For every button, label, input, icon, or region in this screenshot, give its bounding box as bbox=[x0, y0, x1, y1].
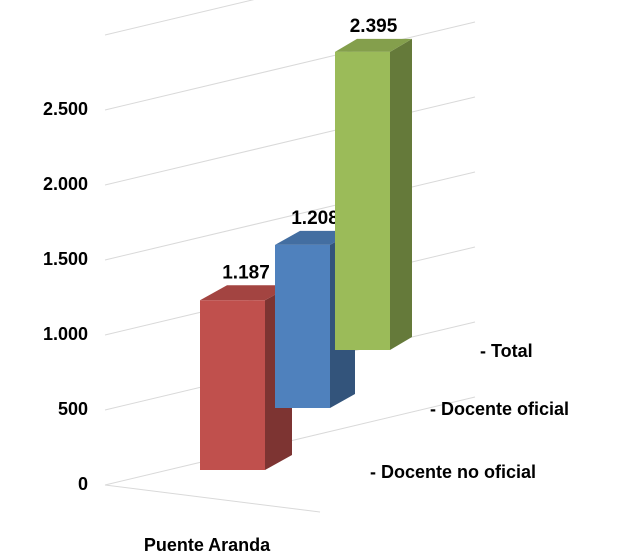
y-tick-label: 2.500 bbox=[43, 99, 88, 119]
bar bbox=[335, 51, 390, 350]
x-tick-label: Puente Aranda bbox=[144, 535, 271, 555]
series-label: - Docente no oficial bbox=[370, 462, 536, 482]
floor-line bbox=[104, 484, 321, 513]
bar-side bbox=[390, 38, 412, 350]
data-label: 1.208 bbox=[291, 208, 339, 229]
grid-line bbox=[104, 0, 255, 36]
grid-line bbox=[104, 171, 476, 261]
y-tick-label: 500 bbox=[58, 399, 88, 419]
series-label: - Docente oficial bbox=[430, 399, 569, 419]
y-tick-label: 1.000 bbox=[43, 324, 88, 344]
bar bbox=[275, 244, 330, 408]
grid-line bbox=[104, 96, 476, 186]
series-label: - Total bbox=[480, 341, 533, 361]
y-tick-label: 0 bbox=[78, 474, 88, 494]
y-tick-label: 2.000 bbox=[43, 174, 88, 194]
bar-top bbox=[335, 38, 412, 52]
bar bbox=[200, 300, 265, 470]
grid-line bbox=[104, 21, 476, 111]
data-label: 2.395 bbox=[350, 16, 398, 37]
y-tick-label: 1.500 bbox=[43, 249, 88, 269]
bar-top bbox=[200, 285, 292, 301]
data-label: 1.187 bbox=[222, 262, 270, 283]
